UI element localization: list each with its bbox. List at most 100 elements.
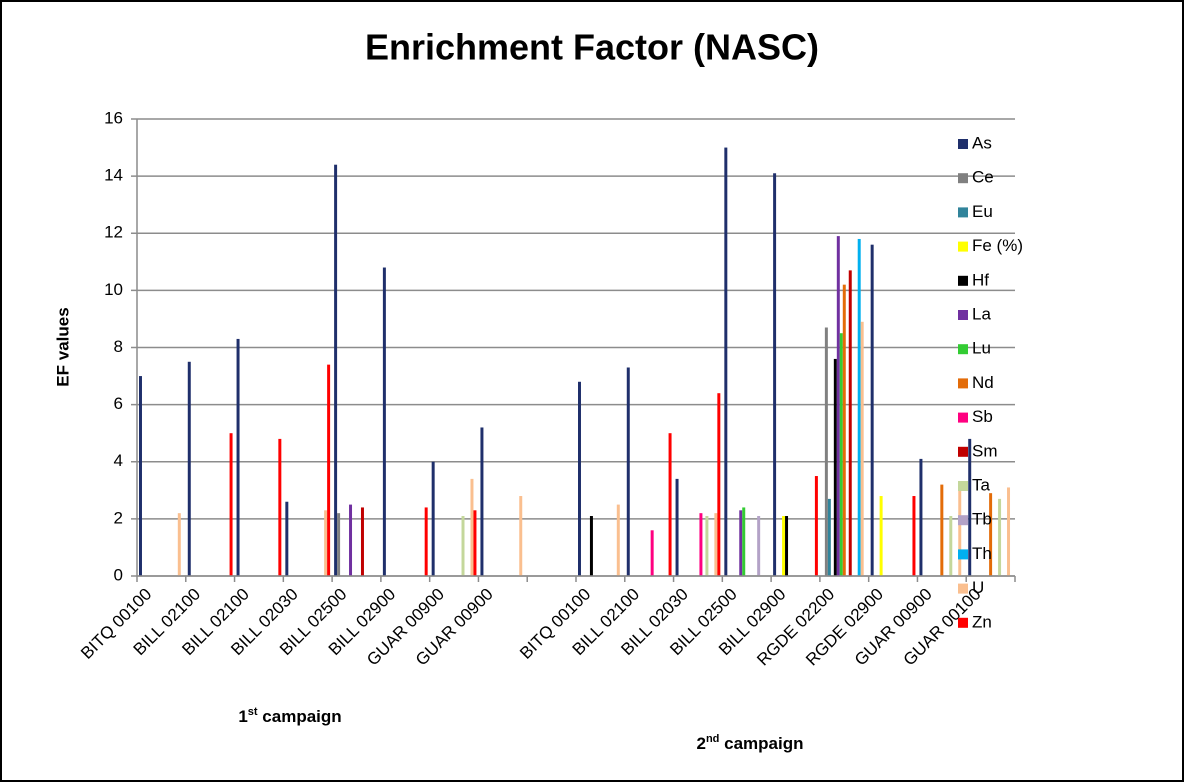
y-axis-label: EF values	[53, 307, 72, 386]
legend-label: La	[972, 304, 991, 323]
group-label: 1st campaign	[238, 706, 341, 727]
bar	[717, 393, 721, 576]
bar	[1007, 487, 1011, 576]
bar	[589, 516, 593, 576]
legend-swatch	[958, 412, 968, 423]
bar	[187, 361, 191, 576]
bar	[519, 496, 523, 576]
legend-label: Ce	[972, 168, 994, 187]
bar	[785, 516, 789, 576]
legend-swatch	[958, 344, 968, 355]
bar	[870, 244, 874, 577]
y-tick-label: 12	[104, 223, 123, 242]
bar	[757, 516, 761, 576]
bar	[327, 364, 331, 576]
bar	[473, 510, 477, 576]
bar	[742, 507, 746, 576]
legend-swatch	[958, 207, 968, 218]
legend-swatch	[958, 549, 968, 560]
legend-swatch	[958, 139, 968, 149]
bar	[968, 438, 972, 576]
legend-label: Sb	[972, 407, 993, 426]
group-label: 2nd campaign	[696, 733, 803, 754]
bar	[334, 164, 338, 576]
legend-swatch	[958, 617, 968, 628]
bar	[958, 484, 962, 576]
bar	[668, 433, 672, 576]
bar	[824, 327, 828, 576]
bar	[940, 484, 944, 576]
bar	[285, 501, 289, 576]
bar	[236, 338, 240, 576]
bar	[349, 504, 353, 576]
bar	[470, 478, 474, 576]
bar	[337, 513, 341, 576]
legend-swatch	[958, 378, 968, 389]
y-tick-label: 2	[114, 508, 123, 527]
group-label-part: campaign	[258, 707, 342, 726]
legend-label: Ta	[972, 475, 991, 494]
bar	[360, 507, 364, 576]
legend-label: Th	[972, 544, 992, 563]
bar	[229, 433, 233, 576]
bar	[705, 516, 709, 576]
y-tick-label: 14	[104, 166, 123, 185]
bar	[919, 458, 923, 576]
group-label-part: st	[248, 706, 258, 718]
bar	[848, 270, 852, 576]
bar	[278, 438, 282, 576]
legend-label: Nd	[972, 373, 994, 392]
bar	[626, 367, 630, 576]
legend-swatch	[958, 241, 968, 252]
bar	[480, 427, 484, 576]
bar	[382, 267, 386, 576]
legend-label: Sm	[972, 441, 998, 460]
y-tick-label: 10	[104, 280, 123, 299]
bar	[431, 461, 435, 576]
legend-swatch	[958, 310, 968, 320]
legend-label: Tb	[972, 510, 992, 529]
group-label-part: nd	[706, 733, 719, 745]
bar	[879, 496, 883, 576]
bar	[699, 513, 703, 576]
y-tick-label: 4	[114, 451, 123, 470]
bar	[857, 238, 861, 576]
bar	[461, 516, 465, 576]
legend-swatch	[958, 481, 968, 491]
bar	[424, 507, 428, 576]
bar	[842, 284, 846, 576]
legend-label: Eu	[972, 202, 993, 221]
group-label-part: campaign	[719, 734, 803, 753]
legend-label: Zn	[972, 612, 992, 631]
legend-swatch	[958, 173, 968, 184]
group-label-part: 2	[696, 734, 705, 753]
y-tick-label: 0	[114, 565, 123, 584]
group-label-part: 1	[238, 707, 247, 726]
bar	[773, 173, 777, 577]
y-tick-label: 8	[114, 337, 123, 356]
bar	[578, 381, 581, 576]
bar	[739, 510, 743, 576]
bar	[616, 504, 620, 576]
bar	[836, 236, 840, 576]
y-tick-label: 16	[104, 108, 123, 127]
bar	[998, 498, 1002, 576]
legend-label: U	[972, 578, 984, 597]
bar	[912, 496, 916, 576]
bar	[724, 147, 728, 576]
legend-swatch	[958, 515, 968, 526]
y-tick-label: 6	[114, 394, 123, 413]
legend-swatch	[958, 446, 968, 457]
bar	[814, 476, 818, 576]
legend-label: As	[972, 133, 992, 152]
legend-label: Hf	[972, 270, 989, 289]
legend-swatch	[958, 583, 968, 594]
bar	[650, 530, 654, 576]
bar	[782, 516, 786, 576]
bar	[324, 510, 328, 576]
bar	[989, 493, 993, 576]
bar	[177, 513, 181, 576]
bar	[839, 333, 843, 576]
